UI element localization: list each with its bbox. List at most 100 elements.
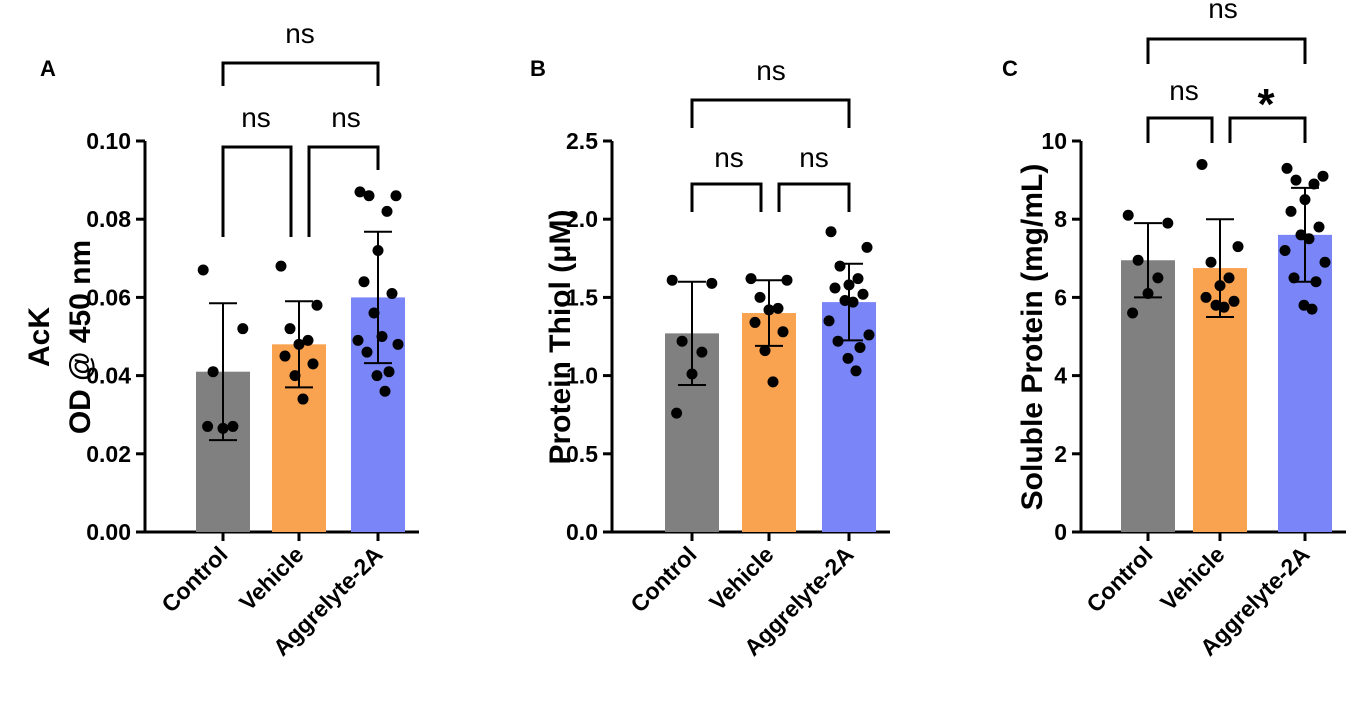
data-point <box>772 302 784 314</box>
data-point <box>297 393 309 405</box>
data-point <box>379 385 391 397</box>
significance-label: ns <box>241 102 271 133</box>
data-point <box>1142 287 1154 299</box>
data-point <box>279 350 291 362</box>
y-axis-label-line1: AcK <box>23 307 56 367</box>
data-point <box>1162 217 1174 229</box>
significance-label: ns <box>714 142 744 173</box>
data-point <box>302 334 314 346</box>
data-point <box>390 190 402 202</box>
data-point <box>372 244 384 256</box>
data-point <box>368 307 380 319</box>
data-point <box>1288 272 1300 284</box>
y-tick-label: 2.0 <box>566 206 598 232</box>
data-point <box>842 352 854 364</box>
y-axis-label-line2: OD @ 450 nm <box>64 240 97 434</box>
y-tick-label: 10 <box>1041 128 1067 154</box>
significance-bracket <box>221 145 293 237</box>
data-point <box>1281 162 1293 174</box>
significance-label: ns <box>331 102 361 133</box>
bar <box>1278 234 1332 532</box>
significance-bracket <box>1146 37 1307 64</box>
panel-c: C 0 2 4 6 8 10 Soluble Protein (mg/mL) ControlVe… <box>1002 0 1346 661</box>
data-point <box>1317 170 1329 182</box>
panel-b: B 0.0 0.5 1.0 1.5 2.0 2.5 Protein Thiol (μM) Con… <box>530 55 890 661</box>
data-point <box>749 316 761 328</box>
significance-label: ns <box>799 142 829 173</box>
data-point <box>311 299 323 311</box>
data-point <box>666 274 678 286</box>
y-tick-label: 0.10 <box>86 128 131 154</box>
significance-label: ns <box>1208 0 1238 24</box>
y-tick-label: 0.5 <box>566 441 598 467</box>
data-point <box>1223 272 1235 284</box>
data-point <box>381 205 393 217</box>
significance-bracket <box>1146 116 1214 143</box>
data-point <box>307 358 319 370</box>
data-point <box>829 282 841 294</box>
data-point <box>863 329 875 341</box>
data-point <box>852 273 864 285</box>
data-point <box>361 346 373 358</box>
y-tick-label: 6 <box>1054 284 1067 310</box>
x-category-label: Vehicle <box>704 541 778 615</box>
y-tick-label: 0.04 <box>86 363 131 389</box>
data-point <box>832 335 844 347</box>
data-point <box>834 260 846 272</box>
data-point <box>217 422 229 434</box>
data-point <box>1313 221 1325 233</box>
panel-letter: C <box>1002 56 1018 81</box>
data-point <box>371 370 383 382</box>
significance-bracket <box>690 98 851 128</box>
data-point <box>392 338 404 350</box>
data-point <box>1132 254 1144 266</box>
data-point <box>363 190 375 202</box>
significance-label: * <box>1257 80 1275 129</box>
significance-label: ns <box>1169 75 1199 106</box>
bar <box>1121 260 1175 532</box>
data-point <box>289 370 301 382</box>
x-category-label: Control <box>156 541 232 617</box>
data-point <box>197 264 209 276</box>
data-point <box>383 366 395 378</box>
x-category-label: Vehicle <box>234 541 308 615</box>
data-point <box>352 334 364 346</box>
data-point <box>823 315 835 327</box>
significance-bracket <box>777 182 851 212</box>
data-point <box>754 291 766 303</box>
y-tick-label: 1.5 <box>566 284 598 310</box>
y-tick-label: 2 <box>1054 441 1067 467</box>
data-point <box>847 296 859 308</box>
y-tick-label: 0.02 <box>86 441 131 467</box>
y-tick-label: 0.06 <box>86 284 131 310</box>
data-point <box>1205 256 1217 268</box>
y-tick-label: 0 <box>1054 519 1067 545</box>
data-point <box>1310 276 1322 288</box>
data-point <box>207 366 219 378</box>
data-point <box>854 341 866 353</box>
data-point <box>763 304 775 316</box>
data-point <box>825 226 837 238</box>
y-tick-label: 2.5 <box>566 128 598 154</box>
data-point <box>1285 205 1297 217</box>
y-tick-label: 0.00 <box>86 519 131 545</box>
data-point <box>386 287 398 299</box>
data-point <box>759 345 771 357</box>
data-point <box>777 326 789 338</box>
x-category-label: Control <box>625 541 701 617</box>
panel-a: A 0.00 0.02 0.04 0.06 0.08 0.10 AcK OD @ 450 nm C… <box>23 18 419 661</box>
data-point <box>1214 280 1226 292</box>
data-point <box>284 323 296 335</box>
y-tick-label: 1.0 <box>566 363 598 389</box>
y-axis-label: Protein Thiol (μM) <box>544 210 577 465</box>
y-tick-label: 8 <box>1054 206 1067 232</box>
data-point <box>671 407 683 419</box>
data-point <box>861 241 873 253</box>
data-point <box>1319 256 1331 268</box>
panel-letter: B <box>530 56 546 81</box>
data-point <box>843 279 855 291</box>
data-point <box>1122 209 1134 221</box>
significance-bracket <box>690 182 763 212</box>
data-point <box>1299 194 1311 206</box>
